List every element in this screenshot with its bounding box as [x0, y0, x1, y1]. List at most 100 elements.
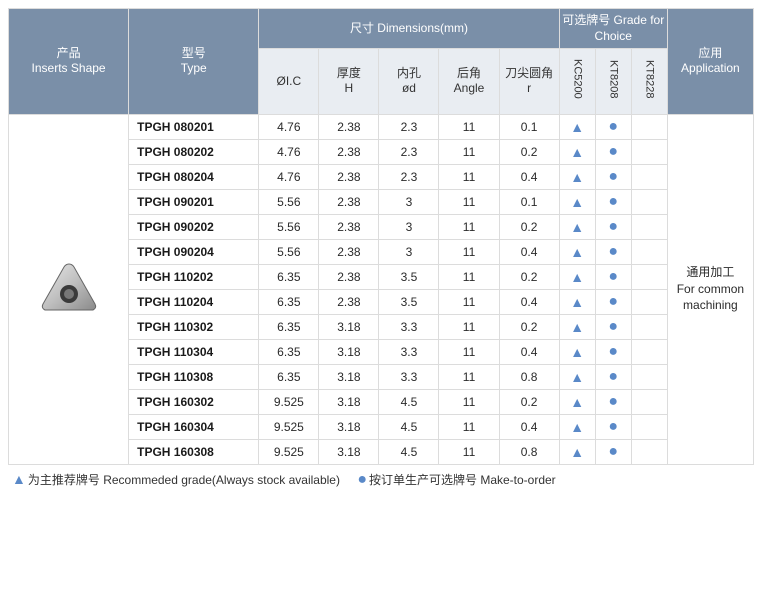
triangle-icon: ▲ — [570, 194, 584, 210]
circle-icon: ● — [608, 343, 618, 360]
header-h: 厚度H — [319, 49, 379, 114]
cell-ic: 6.35 — [259, 314, 319, 339]
cell-grade-1: ● — [595, 214, 631, 239]
cell-h: 3.18 — [319, 314, 379, 339]
header-angle: 后角Angle — [439, 49, 499, 114]
cell-grade-1: ● — [595, 314, 631, 339]
cell-od: 2.3 — [379, 139, 439, 164]
cell-od: 3 — [379, 239, 439, 264]
triangle-icon: ▲ — [12, 471, 26, 487]
triangle-icon: ▲ — [570, 269, 584, 285]
cell-r: 0.4 — [499, 239, 559, 264]
cell-angle: 11 — [439, 339, 499, 364]
legend-mto: 按订单生产可选牌号 Make-to-order — [369, 473, 556, 487]
cell-r: 0.8 — [499, 439, 559, 464]
cell-grade-2 — [631, 389, 667, 414]
cell-ic: 4.76 — [259, 139, 319, 164]
cell-grade-1: ● — [595, 164, 631, 189]
cell-grade-1: ● — [595, 139, 631, 164]
circle-icon: ● — [608, 318, 618, 335]
header-grade-2: KT8228 — [631, 49, 667, 114]
cell-r: 0.4 — [499, 289, 559, 314]
cell-grade-1: ● — [595, 364, 631, 389]
cell-ic: 4.76 — [259, 114, 319, 139]
cell-od: 3.5 — [379, 289, 439, 314]
cell-grade-0: ▲ — [559, 164, 595, 189]
cell-grade-2 — [631, 289, 667, 314]
cell-h: 2.38 — [319, 214, 379, 239]
cell-od: 4.5 — [379, 439, 439, 464]
cell-ic: 6.35 — [259, 339, 319, 364]
cell-grade-0: ▲ — [559, 364, 595, 389]
cell-grade-0: ▲ — [559, 264, 595, 289]
cell-r: 0.8 — [499, 364, 559, 389]
triangle-icon: ▲ — [570, 144, 584, 160]
cell-grade-2 — [631, 339, 667, 364]
circle-icon: ● — [608, 218, 618, 235]
cell-h: 2.38 — [319, 189, 379, 214]
cell-h: 2.38 — [319, 164, 379, 189]
cell-grade-0: ▲ — [559, 114, 595, 139]
cell-h: 3.18 — [319, 389, 379, 414]
cell-type: TPGH 110308 — [129, 364, 259, 389]
cell-ic: 6.35 — [259, 264, 319, 289]
triangle-icon: ▲ — [570, 294, 584, 310]
triangle-icon: ▲ — [570, 119, 584, 135]
circle-icon: ● — [608, 368, 618, 385]
cell-angle: 11 — [439, 264, 499, 289]
cell-h: 2.38 — [319, 264, 379, 289]
cell-grade-0: ▲ — [559, 414, 595, 439]
cell-r: 0.2 — [499, 389, 559, 414]
cell-r: 0.2 — [499, 139, 559, 164]
cell-angle: 11 — [439, 139, 499, 164]
header-grade: 可选牌号 Grade for Choice — [559, 9, 667, 49]
circle-icon: ● — [608, 268, 618, 285]
cell-r: 0.2 — [499, 314, 559, 339]
cell-type: TPGH 160302 — [129, 389, 259, 414]
cell-type: TPGH 090204 — [129, 239, 259, 264]
triangle-icon: ▲ — [570, 219, 584, 235]
circle-icon: ● — [608, 393, 618, 410]
triangle-icon: ▲ — [570, 244, 584, 260]
cell-od: 4.5 — [379, 414, 439, 439]
circle-icon: ● — [357, 471, 367, 488]
triangle-icon: ▲ — [570, 344, 584, 360]
cell-ic: 6.35 — [259, 289, 319, 314]
cell-od: 3.5 — [379, 264, 439, 289]
cell-ic: 5.56 — [259, 214, 319, 239]
cell-h: 3.18 — [319, 339, 379, 364]
cell-grade-2 — [631, 164, 667, 189]
cell-application: 通用加工For common machining — [667, 114, 753, 464]
cell-angle: 11 — [439, 364, 499, 389]
cell-grade-2 — [631, 189, 667, 214]
cell-r: 0.1 — [499, 114, 559, 139]
cell-type: TPGH 080204 — [129, 164, 259, 189]
cell-type: TPGH 080201 — [129, 114, 259, 139]
triangle-icon: ▲ — [570, 369, 584, 385]
cell-grade-2 — [631, 239, 667, 264]
cell-r: 0.2 — [499, 214, 559, 239]
triangle-icon: ▲ — [570, 319, 584, 335]
cell-od: 3.3 — [379, 364, 439, 389]
cell-od: 3.3 — [379, 314, 439, 339]
cell-ic: 9.525 — [259, 414, 319, 439]
cell-grade-0: ▲ — [559, 214, 595, 239]
circle-icon: ● — [608, 293, 618, 310]
cell-r: 0.2 — [499, 264, 559, 289]
cell-grade-1: ● — [595, 339, 631, 364]
cell-grade-1: ● — [595, 439, 631, 464]
cell-ic: 6.35 — [259, 364, 319, 389]
circle-icon: ● — [608, 168, 618, 185]
table-row: TPGH 0802014.762.382.3110.1▲●通用加工For com… — [9, 114, 754, 139]
header-grade-0: KC5200 — [559, 49, 595, 114]
cell-h: 3.18 — [319, 364, 379, 389]
insert-shape-cell — [9, 114, 129, 464]
cell-angle: 11 — [439, 164, 499, 189]
cell-type: TPGH 110304 — [129, 339, 259, 364]
cell-ic: 9.525 — [259, 389, 319, 414]
header-ic: ØI.C — [259, 49, 319, 114]
cell-angle: 11 — [439, 214, 499, 239]
triangle-icon: ▲ — [570, 394, 584, 410]
cell-grade-0: ▲ — [559, 314, 595, 339]
cell-angle: 11 — [439, 439, 499, 464]
